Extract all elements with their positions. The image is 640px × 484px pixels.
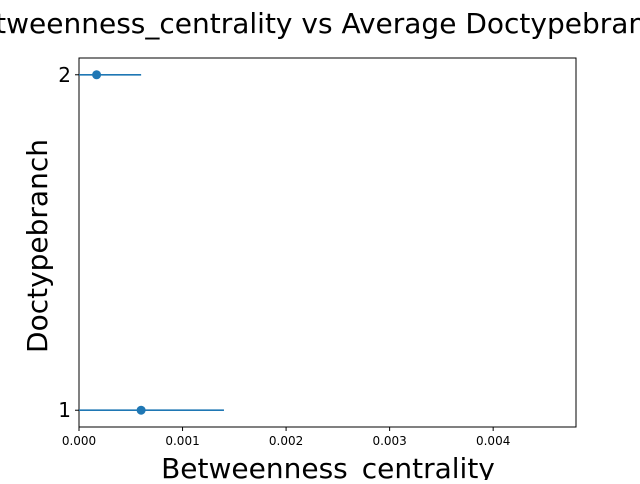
data-series (79, 70, 224, 415)
x-axis-label: Betweenness_centrality (161, 452, 495, 480)
chart-title: Betweenness_centrality vs Average Doctyp… (0, 7, 640, 40)
y-axis-ticks: 12 (58, 63, 79, 422)
x-tick-label: 0.004 (476, 434, 510, 448)
y-tick-label: 2 (58, 63, 71, 87)
y-tick-label: 1 (58, 398, 71, 422)
x-tick-label: 0.001 (165, 434, 199, 448)
x-tick-label: 0.002 (269, 434, 303, 448)
plot-area-frame (78, 57, 577, 428)
y-axis-label: Doctypebranch (21, 139, 54, 353)
x-tick-label: 0.000 (62, 434, 96, 448)
x-tick-label: 0.003 (372, 434, 406, 448)
x-axis-ticks: 0.000 0.001 0.002 0.003 0.004 (62, 427, 510, 448)
data-point (136, 405, 146, 415)
data-point (92, 70, 102, 80)
